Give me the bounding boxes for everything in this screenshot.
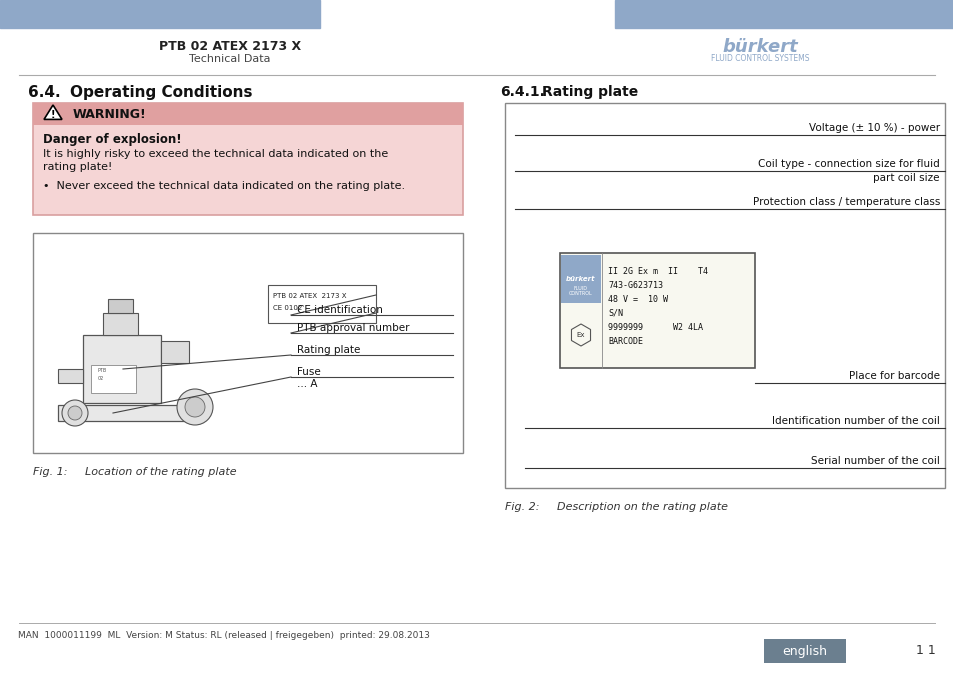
Text: 6.4.1.: 6.4.1. bbox=[499, 85, 544, 99]
Text: ... A: ... A bbox=[296, 379, 317, 389]
Text: S/N: S/N bbox=[607, 309, 622, 318]
Text: rating plate!: rating plate! bbox=[43, 162, 112, 172]
Bar bbox=[504, 103, 944, 488]
Text: BARCODE: BARCODE bbox=[607, 337, 642, 346]
Circle shape bbox=[62, 400, 88, 426]
Text: CE 0102: CE 0102 bbox=[273, 305, 302, 311]
Text: Identification number of the coil: Identification number of the coil bbox=[771, 416, 939, 426]
Bar bbox=[763, 639, 845, 663]
Text: 48 V =  10 W: 48 V = 10 W bbox=[607, 295, 667, 304]
Text: PTB: PTB bbox=[98, 368, 107, 373]
Text: PTB 02 ATEX  2173 X: PTB 02 ATEX 2173 X bbox=[273, 293, 346, 299]
Text: Serial number of the coil: Serial number of the coil bbox=[810, 456, 939, 466]
Text: Coil type - connection size for fluid: Coil type - connection size for fluid bbox=[758, 159, 939, 169]
Bar bbox=[560, 255, 600, 303]
Text: •  Never exceed the technical data indicated on the rating plate.: • Never exceed the technical data indica… bbox=[43, 181, 405, 191]
Text: CE identification: CE identification bbox=[296, 305, 382, 315]
Text: Voltage (± 10 %) - power: Voltage (± 10 %) - power bbox=[808, 123, 939, 133]
Text: PTB approval number: PTB approval number bbox=[296, 323, 409, 333]
Bar bbox=[33, 233, 462, 453]
Text: Fuse: Fuse bbox=[296, 367, 320, 377]
Bar bbox=[83, 335, 161, 403]
Text: 1 1: 1 1 bbox=[915, 645, 935, 658]
Text: 02: 02 bbox=[98, 376, 104, 381]
Bar bbox=[103, 313, 138, 335]
Text: 9999999      W2 4LA: 9999999 W2 4LA bbox=[607, 323, 702, 332]
Text: FLUID CONTROL SYSTEMS: FLUID CONTROL SYSTEMS bbox=[710, 54, 808, 63]
Bar bbox=[91, 365, 136, 393]
Text: Operating Conditions: Operating Conditions bbox=[70, 85, 253, 100]
Text: 743-G623713: 743-G623713 bbox=[607, 281, 662, 290]
Bar bbox=[33, 103, 462, 125]
Circle shape bbox=[177, 389, 213, 425]
Bar bbox=[559, 253, 754, 368]
Text: FLUID
CONTROL: FLUID CONTROL bbox=[569, 285, 592, 296]
Text: Ex: Ex bbox=[577, 332, 584, 338]
Text: Fig. 2:     Description on the rating plate: Fig. 2: Description on the rating plate bbox=[504, 502, 727, 512]
Text: Protection class / temperature class: Protection class / temperature class bbox=[752, 197, 939, 207]
Text: english: english bbox=[781, 645, 826, 658]
Bar bbox=[108, 299, 132, 313]
Bar bbox=[58, 369, 83, 383]
Text: PTB 02 ATEX 2173 X: PTB 02 ATEX 2173 X bbox=[159, 40, 301, 53]
Text: WARNING!: WARNING! bbox=[73, 108, 147, 120]
Polygon shape bbox=[44, 105, 62, 119]
Text: !: ! bbox=[51, 110, 55, 120]
Bar bbox=[33, 103, 462, 215]
Text: bürkert: bürkert bbox=[566, 276, 595, 282]
Text: part coil size: part coil size bbox=[873, 173, 939, 183]
Bar bbox=[268, 285, 375, 323]
Bar bbox=[0, 0, 319, 28]
Text: MAN  1000011199  ML  Version: M Status: RL (released | freigegeben)  printed: 29: MAN 1000011199 ML Version: M Status: RL … bbox=[18, 631, 430, 640]
Circle shape bbox=[185, 397, 205, 417]
Circle shape bbox=[68, 406, 82, 420]
Text: Rating plate: Rating plate bbox=[296, 345, 360, 355]
Bar bbox=[615, 0, 953, 28]
Bar bbox=[58, 405, 203, 421]
Text: It is highly risky to exceed the technical data indicated on the: It is highly risky to exceed the technic… bbox=[43, 149, 388, 159]
Text: Place for barcode: Place for barcode bbox=[848, 371, 939, 381]
Text: Fig. 1:     Location of the rating plate: Fig. 1: Location of the rating plate bbox=[33, 467, 236, 477]
Text: Danger of explosion!: Danger of explosion! bbox=[43, 133, 181, 146]
Text: II 2G Ex m  II    T4: II 2G Ex m II T4 bbox=[607, 267, 707, 276]
Text: Rating plate: Rating plate bbox=[541, 85, 638, 99]
Text: Technical Data: Technical Data bbox=[189, 54, 271, 64]
Text: 6.4.: 6.4. bbox=[28, 85, 61, 100]
Text: bürkert: bürkert bbox=[721, 38, 797, 56]
Bar bbox=[161, 341, 189, 363]
